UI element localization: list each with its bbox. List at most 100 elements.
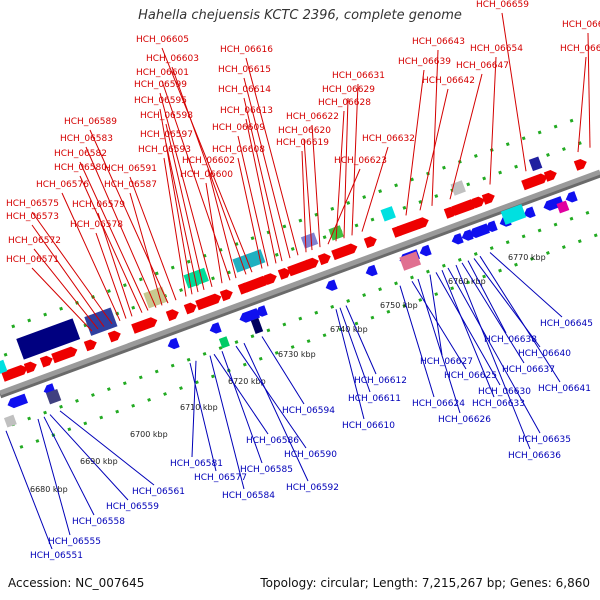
forward-leader-line xyxy=(79,175,143,313)
forward-gene-arrow xyxy=(277,268,291,280)
reverse-leader-line xyxy=(411,280,467,370)
reverse-leader-line xyxy=(435,272,501,386)
forward-gene-label: HCH_06639 xyxy=(398,57,451,67)
forward-gene-label: HCH_06667 xyxy=(560,44,600,54)
forward-gene-arrow xyxy=(23,361,37,374)
forward-leader-line xyxy=(431,49,439,206)
scale-tick-label: 6730 kbp xyxy=(278,350,316,359)
forward-gene-arrow xyxy=(219,289,233,302)
forward-leader-line xyxy=(243,97,283,262)
forward-gene-label: HCH_06623 xyxy=(334,156,387,166)
forward-gene-label: HCH_06669 xyxy=(562,20,600,30)
forward-leader-line xyxy=(501,12,527,172)
feature-block xyxy=(16,318,81,360)
forward-gene-arrow xyxy=(573,159,587,171)
scale-tick-label: 6690 kbp xyxy=(80,457,118,466)
forward-leader-line xyxy=(237,157,263,269)
forward-gene-arrow xyxy=(183,302,197,315)
reverse-gene-label: HCH_06633 xyxy=(472,399,525,409)
topology-summary: Topology: circular; Length: 7,215,267 bp… xyxy=(260,576,590,590)
reverse-gene-label: HCH_06592 xyxy=(286,483,339,493)
scale-tick-label: 6740 kbp xyxy=(330,325,368,334)
feature-block xyxy=(556,200,570,214)
forward-gene-label: HCH_06571 xyxy=(6,255,59,265)
reverse-gene-label: HCH_06612 xyxy=(354,376,407,386)
forward-gene-label: HCH_06619 xyxy=(276,138,329,148)
forward-gene-arrow xyxy=(397,219,424,236)
forward-leader-line xyxy=(335,110,345,242)
feature-block xyxy=(45,388,62,405)
forward-gene-arrow xyxy=(305,257,319,270)
reverse-leader-line xyxy=(399,285,435,398)
forward-gene-label: HCH_06631 xyxy=(332,71,385,81)
reverse-gene-label: HCH_06558 xyxy=(72,517,125,527)
forward-gene-label: HCH_06572 xyxy=(8,236,61,246)
reverse-gene-arrow xyxy=(461,229,474,241)
feature-block xyxy=(3,414,17,428)
reverse-gene-label: HCH_06584 xyxy=(222,491,275,501)
forward-leader-line xyxy=(245,118,277,264)
reverse-leader-line xyxy=(213,353,269,435)
forward-leader-line xyxy=(243,77,291,259)
forward-gene-arrow xyxy=(471,196,485,209)
forward-gene-label: HCH_06597 xyxy=(140,130,193,140)
forward-gene-arrow xyxy=(263,273,277,285)
reverse-gene-label: HCH_06645 xyxy=(540,319,593,329)
forward-leader-line xyxy=(343,97,349,239)
forward-gene-label: HCH_06629 xyxy=(322,85,375,95)
forward-leader-line xyxy=(489,56,497,185)
forward-gene-label: HCH_06578 xyxy=(70,220,123,230)
reverse-gene-arrow xyxy=(7,393,28,409)
forward-gene-label: HCH_06600 xyxy=(180,170,233,180)
reverse-gene-arrow xyxy=(209,322,222,334)
feature-block xyxy=(380,206,396,222)
reverse-leader-line xyxy=(467,260,507,334)
forward-gene-arrow xyxy=(131,317,158,334)
scale-tick-label: 6700 kbp xyxy=(130,430,168,439)
reverse-leader-line xyxy=(191,360,197,458)
forward-gene-label: HCH_06605 xyxy=(136,35,189,45)
forward-gene-label: HCH_06632 xyxy=(362,134,415,144)
reverse-gene-label: HCH_06637 xyxy=(502,365,555,375)
reverse-leader-line xyxy=(189,362,217,472)
reverse-leader-line xyxy=(473,258,541,348)
forward-gene-arrow xyxy=(543,170,557,182)
reverse-leader-line xyxy=(221,351,263,464)
forward-gene-arrow xyxy=(363,236,377,249)
forward-leader-line xyxy=(61,192,121,322)
reverse-leader-line xyxy=(479,255,561,383)
reverse-gene-arrow xyxy=(419,244,432,257)
forward-leader-line xyxy=(163,157,187,297)
reverse-leader-line xyxy=(335,309,365,420)
forward-gene-label: HCH_06622 xyxy=(286,112,339,122)
forward-leader-line xyxy=(33,248,99,330)
reverse-leader-line xyxy=(5,430,53,550)
reverse-leader-line xyxy=(59,410,155,486)
forward-gene-arrow xyxy=(481,192,495,205)
feature-block xyxy=(528,156,543,172)
reverse-gene-label: HCH_06635 xyxy=(518,435,571,445)
forward-gene-arrow xyxy=(1,365,28,382)
reverse-gene-label: HCH_06611 xyxy=(348,394,401,404)
forward-gene-label: HCH_06602 xyxy=(182,156,235,166)
feature-block xyxy=(300,232,319,249)
reverse-gene-label: HCH_06555 xyxy=(48,537,101,547)
reverse-leader-line xyxy=(447,267,541,434)
reverse-gene-arrow xyxy=(451,233,464,245)
forward-gene-arrow xyxy=(243,275,270,293)
forward-gene-label: HCH_06603 xyxy=(146,54,199,64)
reverse-gene-label: HCH_06594 xyxy=(282,406,335,416)
forward-gene-label: HCH_06601 xyxy=(136,68,189,78)
forward-leader-line xyxy=(577,56,587,153)
forward-gene-label: HCH_06589 xyxy=(64,117,117,127)
scale-tick-label: 6770 kbp xyxy=(508,253,546,262)
forward-leader-line xyxy=(85,146,157,308)
forward-gene-label: HCH_06642 xyxy=(422,76,475,86)
reverse-leader-line xyxy=(209,355,245,490)
forward-gene-label: HCH_06608 xyxy=(212,145,265,155)
reverse-leader-line xyxy=(455,264,531,450)
forward-gene-label: HCH_06615 xyxy=(218,65,271,75)
reverse-gene-label: HCH_06561 xyxy=(132,487,185,497)
forward-gene-label: HCH_06593 xyxy=(138,145,191,155)
